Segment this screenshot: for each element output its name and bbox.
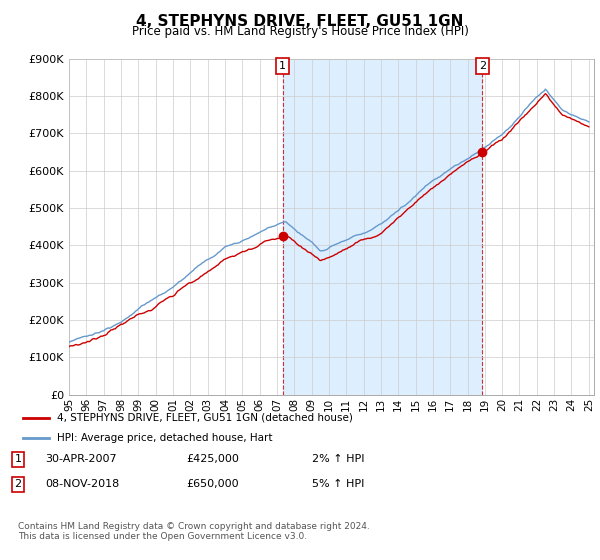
Text: 08-NOV-2018: 08-NOV-2018 xyxy=(45,479,119,489)
Text: 1: 1 xyxy=(279,61,286,71)
Text: 4, STEPHYNS DRIVE, FLEET, GU51 1GN: 4, STEPHYNS DRIVE, FLEET, GU51 1GN xyxy=(136,14,464,29)
Bar xyxy=(283,59,482,395)
Text: £425,000: £425,000 xyxy=(186,454,239,464)
Text: 2: 2 xyxy=(14,479,22,489)
Text: £650,000: £650,000 xyxy=(186,479,239,489)
Text: 5% ↑ HPI: 5% ↑ HPI xyxy=(312,479,364,489)
Text: 1: 1 xyxy=(14,454,22,464)
Text: 4, STEPHYNS DRIVE, FLEET, GU51 1GN (detached house): 4, STEPHYNS DRIVE, FLEET, GU51 1GN (deta… xyxy=(56,413,353,423)
Text: 2% ↑ HPI: 2% ↑ HPI xyxy=(312,454,365,464)
Text: 30-APR-2007: 30-APR-2007 xyxy=(45,454,116,464)
Text: HPI: Average price, detached house, Hart: HPI: Average price, detached house, Hart xyxy=(56,433,272,443)
Text: Price paid vs. HM Land Registry's House Price Index (HPI): Price paid vs. HM Land Registry's House … xyxy=(131,25,469,38)
Text: Contains HM Land Registry data © Crown copyright and database right 2024.
This d: Contains HM Land Registry data © Crown c… xyxy=(18,522,370,542)
Text: 2: 2 xyxy=(479,61,486,71)
